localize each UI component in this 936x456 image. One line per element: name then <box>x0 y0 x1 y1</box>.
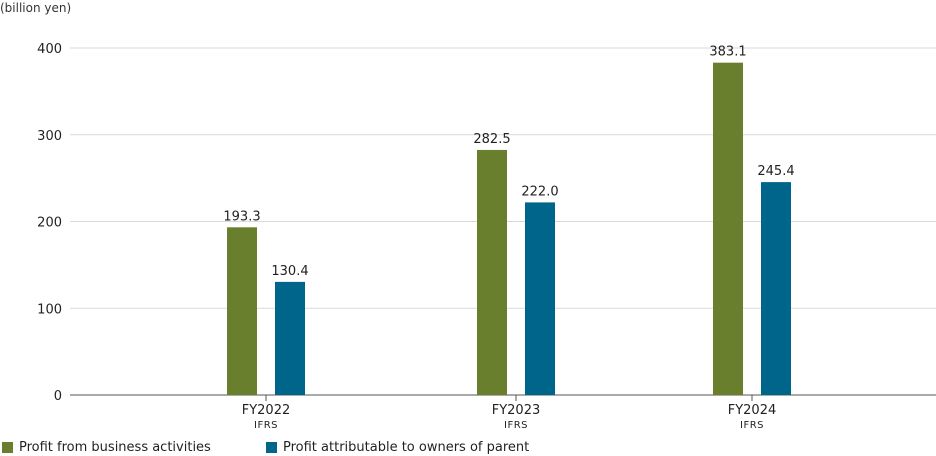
bar-value-label: 245.4 <box>757 164 794 179</box>
y-tick-label: 300 <box>37 129 62 144</box>
legend-label-business-profit: Profit from business activities <box>19 440 211 455</box>
bar-value-label: 282.5 <box>473 132 510 147</box>
bar-value-label: 383.1 <box>709 45 746 60</box>
legend-item-parent-profit: Profit attributable to owners of parent <box>266 440 529 455</box>
bar-value-label: 130.4 <box>271 264 308 279</box>
bar <box>525 202 555 395</box>
bar <box>761 182 791 395</box>
bar-value-label: 222.0 <box>521 184 558 199</box>
y-tick-label: 200 <box>37 216 62 231</box>
bar <box>477 149 507 395</box>
bar <box>713 62 743 395</box>
bar-chart: 0 100 200 300 400 193.3 130.4 FY2022 IFRS 282.5 22… <box>37 42 936 431</box>
legend-swatch-business-profit <box>2 442 13 453</box>
legend-label-parent-profit: Profit attributable to owners of parent <box>283 440 530 455</box>
bar <box>227 227 257 395</box>
y-tick-label: 400 <box>37 42 62 57</box>
legend: Profit from business activities Profit a… <box>0 440 936 456</box>
x-tick-sublabel: IFRS <box>740 420 764 431</box>
x-tick-sublabel: IFRS <box>254 420 278 431</box>
legend-item-business-profit: Profit from business activities <box>2 440 211 455</box>
bar-value-label: 193.3 <box>223 209 260 224</box>
bar <box>275 281 305 395</box>
y-tick-label: 0 <box>54 389 62 404</box>
y-tick-label: 100 <box>37 302 62 317</box>
x-tick-label: FY2023 <box>492 403 541 418</box>
legend-swatch-parent-profit <box>266 442 277 453</box>
x-tick-label: FY2024 <box>728 403 777 418</box>
x-tick-sublabel: IFRS <box>504 420 528 431</box>
y-axis-unit-label: (billion yen) <box>0 1 72 15</box>
x-tick-label: FY2022 <box>242 403 291 418</box>
